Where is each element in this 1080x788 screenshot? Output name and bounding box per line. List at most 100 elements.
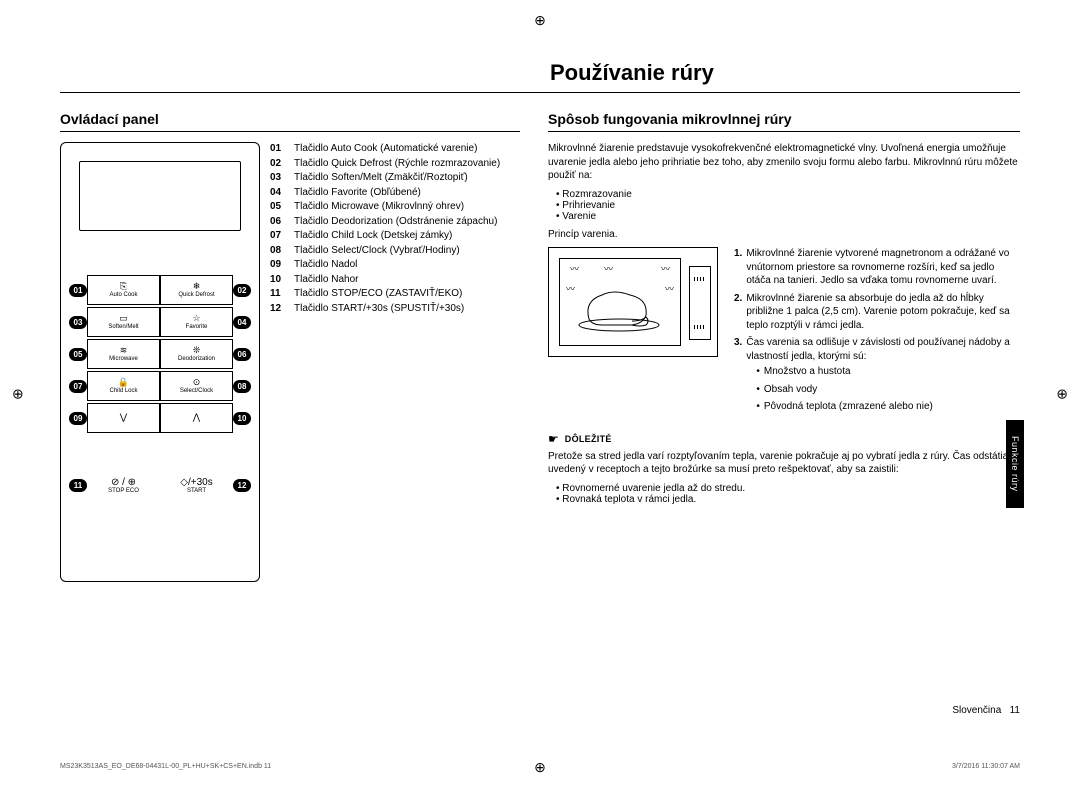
legend-item: 08Tlačidlo Select/Clock (Vybrať/Hodiny) <box>270 244 500 259</box>
steps-list: 1.Mikrovlnné žiarenie vytvorené magnetro… <box>734 247 1020 422</box>
legend-item: 12Tlačidlo START/+30s (SPUSTIŤ/+30s) <box>270 302 500 317</box>
list-item: 2.Mikrovlnné žiarenie sa absorbuje do je… <box>734 292 1020 333</box>
uses-list: Rozmrazovanie Prihrievanie Varenie <box>548 189 1020 222</box>
diagram-row: 〰 〰 〰 〰 〰 1.Mikrovlnné žiarenie vytvoren… <box>548 247 1020 422</box>
start-icon: ◇/+30s <box>160 477 233 488</box>
chevron-up-icon: ⋀ <box>193 413 200 422</box>
list-item: 1.Mikrovlnné žiarenie vytvorené magnetro… <box>734 247 1020 288</box>
list-item: Rozmrazovanie <box>548 189 1020 200</box>
right-section-title: Spôsob fungovania mikrovlnnej rúry <box>548 111 1020 127</box>
badge-04: 04 <box>233 316 251 329</box>
btn-soften-melt: ▭Soften/Melt <box>87 307 160 337</box>
page-number: 11 <box>1010 705 1020 716</box>
pointer-icon: ☛ <box>548 432 559 446</box>
btn-child-lock: 🔒Child Lock <box>87 371 160 401</box>
legend-item: 05Tlačidlo Microwave (Mikrovlnný ohrev) <box>270 200 500 215</box>
btn-stop-eco: ⊘ / ⊕STOP ECO <box>87 477 160 494</box>
important-text: Pretože sa stred jedla varí rozptyľovaní… <box>548 450 1020 477</box>
btn-up: ⋀ <box>160 403 233 433</box>
wave-icon: 〰 <box>570 265 579 274</box>
language-label: Slovenčina <box>952 705 1001 716</box>
crop-mark-left: ⊕ <box>12 386 24 403</box>
side-tab: Funkcie rúry <box>1006 420 1024 508</box>
right-section-rule <box>548 131 1020 132</box>
print-file: MS23K3513AS_EO_DE68-04431L-00_PL+HU+SK+C… <box>60 763 271 770</box>
legend-item: 02Tlačidlo Quick Defrost (Rýchle rozmraz… <box>270 157 500 172</box>
btn-start: ◇/+30sSTART <box>160 477 233 494</box>
btn-select-clock: ⊙Select/Clock <box>160 371 233 401</box>
microwave-icon: ≋ <box>120 346 128 355</box>
badge-08: 08 <box>233 380 251 393</box>
crop-mark-top: ⊕ <box>534 12 546 29</box>
btn-deodorization: ❊Deodorization <box>160 339 233 369</box>
legend-item: 07Tlačidlo Child Lock (Detskej zámky) <box>270 229 500 244</box>
list-item: Pôvodná teplota (zmrazené alebo nie) <box>756 400 1020 414</box>
legend-item: 04Tlačidlo Favorite (Obľúbené) <box>270 186 500 201</box>
panel-display <box>79 161 241 231</box>
badge-11: 11 <box>69 479 87 492</box>
legend-item: 06Tlačidlo Deodorization (Odstránenie zá… <box>270 215 500 230</box>
wave-icon: 〰 <box>665 285 674 294</box>
print-date: 3/7/2016 11:30:07 AM <box>952 763 1020 770</box>
auto-cook-icon: ⎘ <box>120 282 127 291</box>
badge-07: 07 <box>69 380 87 393</box>
legend-item: 09Tlačidlo Nadol <box>270 258 500 273</box>
intro-text: Mikrovlnné žiarenie predstavuje vysokofr… <box>548 142 1020 183</box>
important-label: DÔLEŽITÉ <box>565 434 612 444</box>
columns: Ovládací panel 01 ⎘Auto Cook ❄Quick Defr… <box>60 111 1020 582</box>
page-footer: Slovenčina 11 <box>952 705 1020 716</box>
wave-icon: 〰 <box>661 265 670 274</box>
badge-12: 12 <box>233 479 251 492</box>
chicken-icon <box>574 281 664 335</box>
btn-auto-cook: ⎘Auto Cook <box>87 275 160 305</box>
select-clock-icon: ⊙ <box>193 378 201 387</box>
legend-list: 01Tlačidlo Auto Cook (Automatické vareni… <box>270 142 500 582</box>
microwave-inner: 〰 〰 〰 〰 〰 <box>559 258 681 346</box>
soften-melt-icon: ▭ <box>119 314 128 323</box>
wave-icon: 〰 <box>566 285 575 294</box>
legend-item: 01Tlačidlo Auto Cook (Automatické vareni… <box>270 142 500 157</box>
badge-05: 05 <box>69 348 87 361</box>
print-footer: MS23K3513AS_EO_DE68-04431L-00_PL+HU+SK+C… <box>60 763 1020 770</box>
list-item: Obsah vody <box>756 383 1020 397</box>
title-rule <box>60 92 1020 93</box>
step3-sublist: Množstvo a hustota Obsah vody Pôvodná te… <box>756 365 1020 414</box>
list-item: Rovnomerné uvarenie jedla až do stredu. <box>548 483 1020 494</box>
list-item: Rovnaká teplota v rámci jedla. <box>548 494 1020 505</box>
legend-item: 03Tlačidlo Soften/Melt (Zmäkčiť/Roztopiť… <box>270 171 500 186</box>
microwave-handle <box>689 266 711 340</box>
legend-item: 11Tlačidlo STOP/ECO (ZASTAVIŤ/EKO) <box>270 287 500 302</box>
favorite-icon: ☆ <box>192 314 200 323</box>
list-item: 3. Čas varenia sa odlišuje v závislosti … <box>734 336 1020 418</box>
stop-eco-icon: ⊘ / ⊕ <box>87 477 160 488</box>
list-item: Prihrievanie <box>548 200 1020 211</box>
list-item: Množstvo a hustota <box>756 365 1020 379</box>
left-section-rule <box>60 131 520 132</box>
right-column: Spôsob fungovania mikrovlnnej rúry Mikro… <box>548 111 1020 582</box>
btn-microwave: ≋Microwave <box>87 339 160 369</box>
child-lock-icon: 🔒 <box>118 378 129 387</box>
quick-defrost-icon: ❄ <box>193 282 201 291</box>
chevron-down-icon: ⋁ <box>120 413 127 422</box>
crop-mark-right: ⊕ <box>1056 386 1068 403</box>
important-row: ☛ DÔLEŽITÉ <box>548 432 1020 446</box>
deodorization-icon: ❊ <box>193 346 201 355</box>
page: ⊕ ⊕ ⊕ ⊕ Používanie rúry Ovládací panel 0… <box>60 60 1020 728</box>
wave-icon: 〰 <box>604 265 613 274</box>
panel-button-grid: 01 ⎘Auto Cook ❄Quick Defrost 02 03 ▭Soft… <box>69 275 251 433</box>
badge-03: 03 <box>69 316 87 329</box>
panel-bottom-row: 11 ⊘ / ⊕STOP ECO ◇/+30sSTART 12 <box>69 477 251 494</box>
left-column: Ovládací panel 01 ⎘Auto Cook ❄Quick Defr… <box>60 111 520 582</box>
control-panel: 01 ⎘Auto Cook ❄Quick Defrost 02 03 ▭Soft… <box>60 142 260 582</box>
badge-02: 02 <box>233 284 251 297</box>
list-item: Varenie <box>548 211 1020 222</box>
microwave-diagram: 〰 〰 〰 〰 〰 <box>548 247 718 357</box>
btn-down: ⋁ <box>87 403 160 433</box>
important-list: Rovnomerné uvarenie jedla až do stredu. … <box>548 483 1020 505</box>
principle-label: Princíp varenia. <box>548 228 1020 242</box>
badge-06: 06 <box>233 348 251 361</box>
btn-quick-defrost: ❄Quick Defrost <box>160 275 233 305</box>
badge-09: 09 <box>69 412 87 425</box>
badge-10: 10 <box>233 412 251 425</box>
panel-row: 01 ⎘Auto Cook ❄Quick Defrost 02 03 ▭Soft… <box>60 142 520 582</box>
